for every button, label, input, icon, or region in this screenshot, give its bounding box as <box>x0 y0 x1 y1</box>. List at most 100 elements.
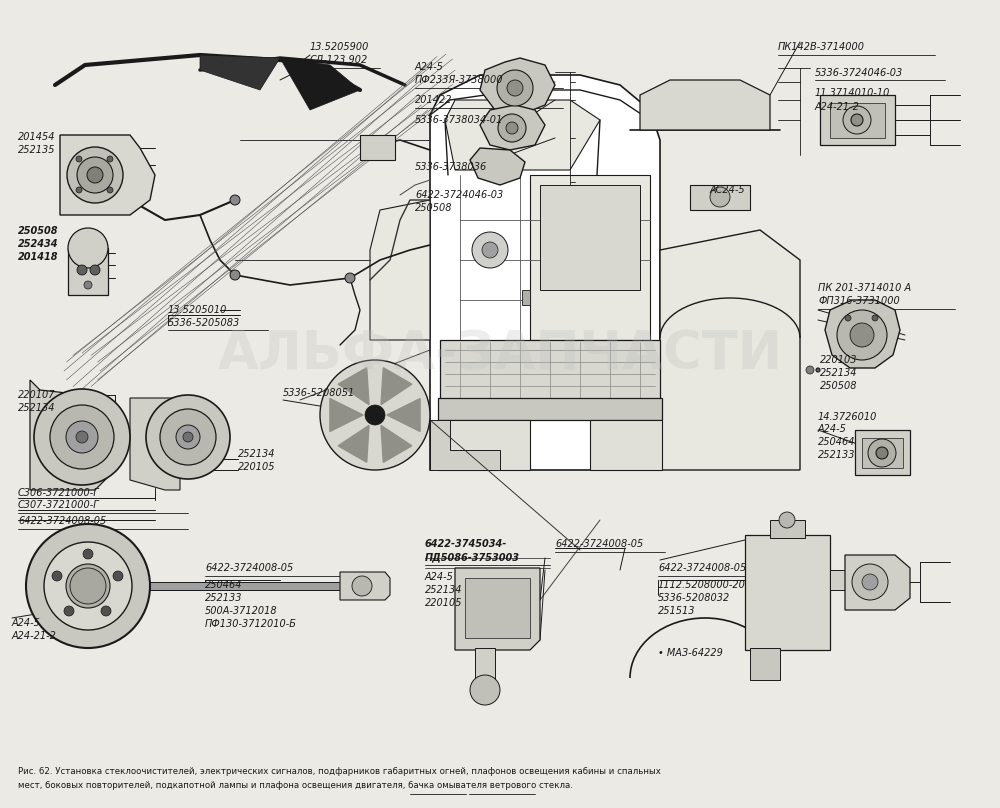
Polygon shape <box>370 200 430 340</box>
Text: А24-5: А24-5 <box>425 572 454 582</box>
Text: 250464: 250464 <box>818 437 856 447</box>
Circle shape <box>868 439 896 467</box>
Text: ПД5086-3753003: ПД5086-3753003 <box>425 552 520 562</box>
Circle shape <box>851 114 863 126</box>
Text: • МАЗ-64229: • МАЗ-64229 <box>658 648 723 658</box>
Circle shape <box>345 273 355 283</box>
Circle shape <box>107 187 113 193</box>
Circle shape <box>66 421 98 453</box>
Text: 252434: 252434 <box>18 239 58 249</box>
Circle shape <box>176 425 200 449</box>
Circle shape <box>68 228 108 268</box>
Polygon shape <box>475 648 495 690</box>
Circle shape <box>44 542 132 630</box>
Text: 250508: 250508 <box>820 381 858 391</box>
Text: 220107: 220107 <box>18 390 56 400</box>
Circle shape <box>230 195 240 205</box>
Circle shape <box>64 606 74 616</box>
Polygon shape <box>381 368 412 405</box>
Text: 13.5205900: 13.5205900 <box>310 42 369 52</box>
Polygon shape <box>60 135 155 215</box>
Polygon shape <box>540 185 640 290</box>
Circle shape <box>77 265 87 275</box>
Circle shape <box>845 315 851 321</box>
Text: СЛ-123.902: СЛ-123.902 <box>310 55 368 65</box>
Circle shape <box>843 106 871 134</box>
Polygon shape <box>438 398 662 420</box>
Text: 252133: 252133 <box>205 593 242 603</box>
Polygon shape <box>130 398 180 490</box>
Polygon shape <box>825 300 900 368</box>
Text: А24-21-2: А24-21-2 <box>815 102 860 112</box>
Text: 250508: 250508 <box>18 226 58 236</box>
Text: 5336-3724046-03: 5336-3724046-03 <box>815 68 903 78</box>
Polygon shape <box>480 58 555 115</box>
Polygon shape <box>830 103 885 138</box>
Polygon shape <box>530 175 650 340</box>
Circle shape <box>352 576 372 596</box>
Circle shape <box>78 576 98 596</box>
Polygon shape <box>381 425 412 462</box>
Text: С306-3721000-Г: С306-3721000-Г <box>18 488 100 498</box>
Polygon shape <box>280 58 360 110</box>
Circle shape <box>34 389 130 485</box>
Circle shape <box>497 70 533 106</box>
Circle shape <box>66 564 110 608</box>
Polygon shape <box>387 398 420 431</box>
Polygon shape <box>480 105 545 150</box>
Polygon shape <box>200 55 280 90</box>
Polygon shape <box>445 100 600 170</box>
Circle shape <box>852 564 888 600</box>
Text: 6422-3724046-03: 6422-3724046-03 <box>415 190 503 200</box>
Circle shape <box>70 568 106 604</box>
Text: 201454: 201454 <box>18 132 56 142</box>
Text: 201422: 201422 <box>415 95 452 105</box>
Circle shape <box>90 265 100 275</box>
Text: 6422-3745034-: 6422-3745034- <box>425 539 507 549</box>
Polygon shape <box>470 148 525 185</box>
Circle shape <box>160 409 216 465</box>
Text: 5336-5205083: 5336-5205083 <box>168 318 240 328</box>
Circle shape <box>472 232 508 268</box>
Polygon shape <box>68 248 108 295</box>
Polygon shape <box>30 380 115 490</box>
Polygon shape <box>770 520 805 538</box>
Polygon shape <box>750 648 780 680</box>
Polygon shape <box>430 420 500 470</box>
Circle shape <box>862 574 878 590</box>
Circle shape <box>816 368 820 372</box>
Text: А24-5: А24-5 <box>12 618 41 628</box>
Polygon shape <box>745 535 830 650</box>
Polygon shape <box>640 80 770 130</box>
Text: ФП316-3731000: ФП316-3731000 <box>818 296 900 306</box>
Polygon shape <box>330 398 363 431</box>
Polygon shape <box>360 135 395 160</box>
Text: ПФ130-3712010-Б: ПФ130-3712010-Б <box>205 619 297 629</box>
Circle shape <box>50 405 114 469</box>
Polygon shape <box>338 368 369 405</box>
Circle shape <box>482 242 498 258</box>
Circle shape <box>26 524 150 648</box>
Polygon shape <box>438 420 530 470</box>
Circle shape <box>320 360 430 470</box>
Circle shape <box>507 80 523 96</box>
Circle shape <box>850 323 874 347</box>
Circle shape <box>183 432 193 442</box>
Circle shape <box>837 310 887 360</box>
Text: 250508: 250508 <box>415 203 452 213</box>
Circle shape <box>67 147 123 203</box>
Text: ПФ233Я-3738000: ПФ233Я-3738000 <box>415 75 504 85</box>
Polygon shape <box>660 230 800 470</box>
Text: ПК142В-3714000: ПК142В-3714000 <box>778 42 865 52</box>
Circle shape <box>365 405 385 425</box>
Polygon shape <box>522 290 530 305</box>
Polygon shape <box>845 555 910 610</box>
Circle shape <box>76 187 82 193</box>
Circle shape <box>498 114 526 142</box>
Polygon shape <box>455 568 540 650</box>
Polygon shape <box>465 578 530 638</box>
Circle shape <box>876 447 888 459</box>
Text: 5336-5208051: 5336-5208051 <box>283 388 355 398</box>
Text: 220105: 220105 <box>238 462 276 472</box>
Polygon shape <box>830 570 860 590</box>
